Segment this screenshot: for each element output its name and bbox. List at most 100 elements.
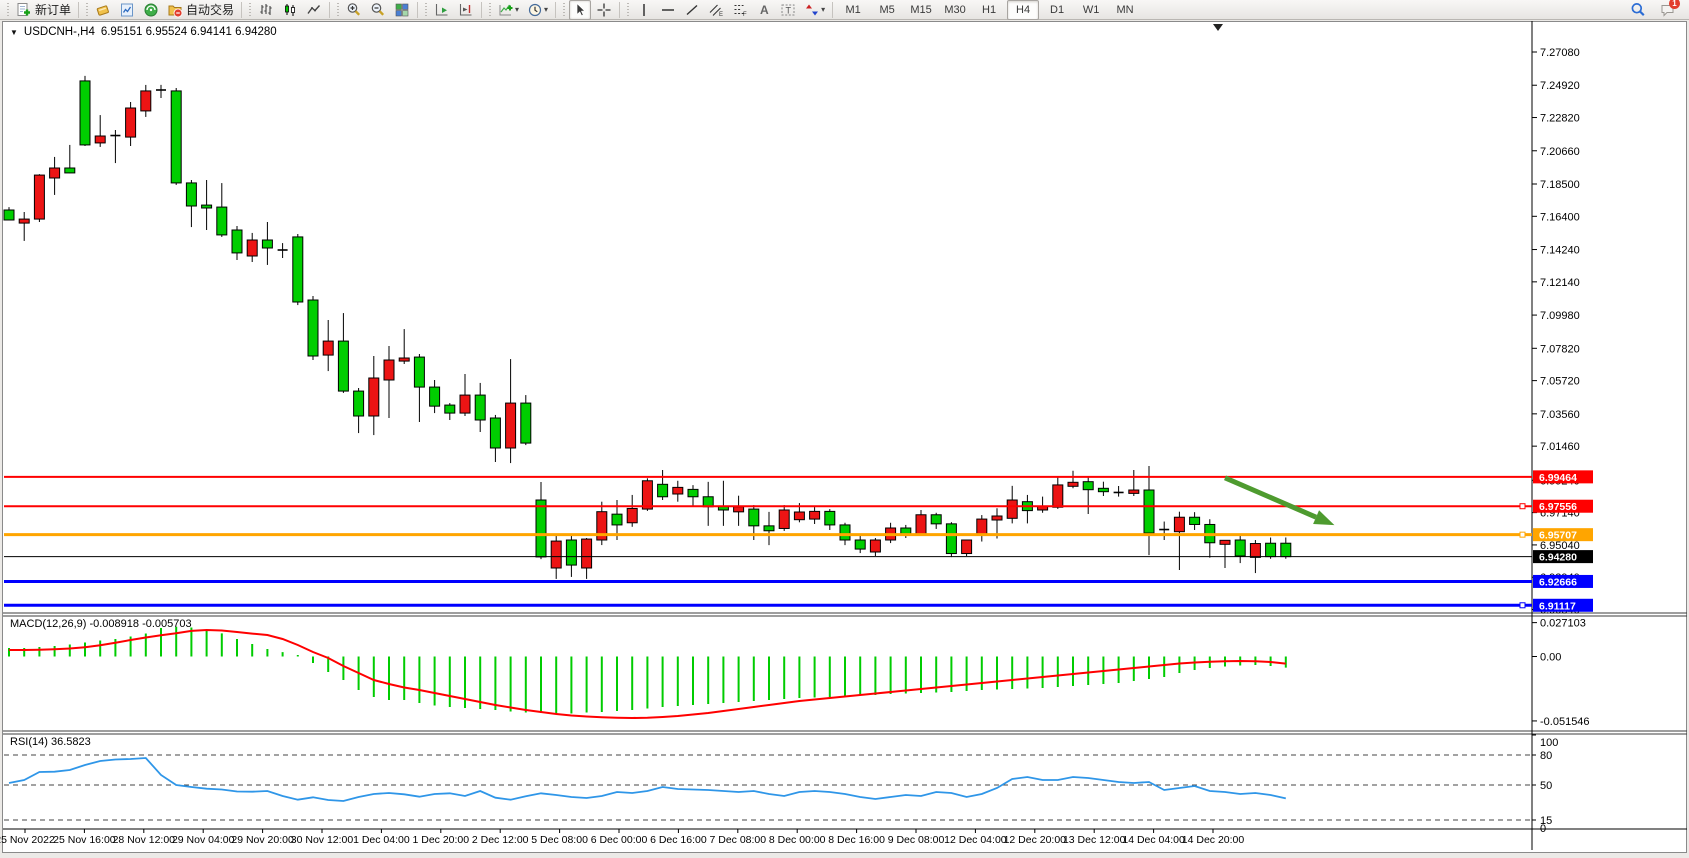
candle-up [398,357,410,362]
price-tick-label: 7.27080 [1540,47,1580,59]
toolbar-separator [832,1,834,18]
chart-frame [3,21,1687,850]
candle-chart-button[interactable] [279,0,301,20]
new-order-icon [17,2,30,16]
autotrading-button[interactable]: 自动交易 [164,0,237,20]
candle-down [1143,489,1155,534]
time-tick-label: 14 Dec 04:00 [1122,834,1185,846]
toolbar-grip [5,2,10,17]
candle-up [550,540,562,569]
timeframe-w1-button[interactable]: W1 [1082,3,1100,16]
tile-windows-button[interactable] [391,0,413,20]
candle-down [1265,542,1277,558]
periods-button[interactable]: ▾ [524,0,551,20]
timeframe-h1-button[interactable]: H1 [982,3,997,16]
chart-shift-marker-icon[interactable] [1213,24,1223,31]
timeframe-m5-button[interactable]: M5 [879,3,895,16]
timeframe-d1-button[interactable]: D1 [1050,3,1065,16]
candle-down [489,417,501,449]
auto-scroll-button[interactable] [431,0,453,20]
candle-up [1249,543,1261,558]
cursor-button[interactable] [569,0,592,20]
zoom-out-button[interactable] [367,0,389,20]
candle-down [611,513,623,526]
price-tag-label: 6.91117 [1539,600,1576,612]
toolbar-grip [84,2,90,17]
line-handle[interactable] [1519,503,1526,510]
candle-up [368,377,380,417]
timeframe-m30-button[interactable]: M30 [944,3,966,16]
candle-down [535,499,547,558]
notifications-button[interactable]: 1 [1657,0,1680,20]
auto-scroll-icon [435,3,448,16]
candle-down [79,80,91,146]
candle-down [201,204,213,209]
svg-text:F: F [743,12,747,18]
timeframe-m15-button[interactable]: M15 [910,3,932,16]
market-watch-button[interactable] [116,0,138,20]
time-tick-label: 8 Dec 16:00 [828,834,885,846]
time-tick-label: 28 Nov 12:00 [113,834,176,846]
rsi-scale-label: 100 [1540,737,1558,749]
line-handle[interactable] [1519,602,1526,609]
crosshair-icon [597,3,611,16]
line-handle[interactable] [1519,531,1526,538]
candle-down [854,539,866,550]
price-tick-label: 7.24920 [1540,80,1580,92]
candle-down [945,523,957,555]
price-tick-label: 7.20660 [1540,146,1580,158]
line-chart-button[interactable] [303,0,325,20]
crosshair-button[interactable] [593,0,615,20]
svg-text:E: E [719,12,723,18]
vertical-line-button[interactable] [633,0,655,20]
timeframe-m1-button[interactable]: M1 [845,3,861,16]
timeframe-mn-button[interactable]: MN [1116,3,1134,16]
charts-stack-button[interactable] [92,0,114,20]
search-button[interactable] [1627,0,1649,20]
zoom-in-button[interactable] [343,0,365,20]
time-tick-label: 8 Dec 00:00 [769,834,826,846]
equidistant-channel-button[interactable]: E [705,0,727,20]
indicators-button[interactable]: ▾ [495,0,522,20]
horizontal-line-button[interactable] [657,0,679,20]
candle-up [1128,489,1140,494]
macd-scale-label: 0.00 [1540,652,1561,664]
arrows-icon [806,4,819,15]
arrows-button[interactable]: ▾ [801,0,828,20]
time-tick-label: 1 Dec 04:00 [353,834,410,846]
chart-expand-icon[interactable]: ▼ [10,27,18,37]
rsi-line [8,757,1286,802]
bar-chart-button[interactable] [255,0,277,20]
main-toolbar: 新订单 自动交易 ▾ ▾ E F A T ▾ M1 M5 M15 M30 H1 H4 D1 W1 MN 1 [0,0,1689,20]
chart-window [2,21,1687,853]
candle-down [748,508,760,527]
time-tick-label: 14 Dec 20:00 [1182,834,1245,846]
trendline-button[interactable] [681,0,703,20]
price-tick-label: 7.12140 [1540,277,1580,289]
text-label-button[interactable]: T [777,0,799,20]
candle-up [672,486,684,495]
candle-up [1067,481,1079,487]
candle-up [869,539,881,553]
toolbar-separator [329,1,331,18]
vertical-line-icon [643,3,645,16]
rsi-levels [4,754,1532,821]
fibonacci-button[interactable]: F [729,0,751,20]
svg-text:T: T [786,5,792,15]
candle-down [444,404,456,414]
text-button[interactable]: A [753,0,775,20]
news-button[interactable] [140,0,162,20]
price-tag-label: 6.92666 [1539,576,1577,588]
level-lines [4,475,1532,609]
new-order-button[interactable]: 新订单 [13,0,74,20]
timeframe-h4-button[interactable]: H4 [1007,0,1040,20]
candle-up [778,509,790,529]
toolbar-grip [335,2,341,17]
candle-up [976,518,988,536]
toolbar-grip [487,2,493,17]
chart-window-title: ▼ USDCNH-,H4 6.95151 6.95524 6.94141 6.9… [10,26,277,38]
chart-shift-button[interactable] [455,0,477,20]
arrow-annotation[interactable] [1224,475,1335,526]
